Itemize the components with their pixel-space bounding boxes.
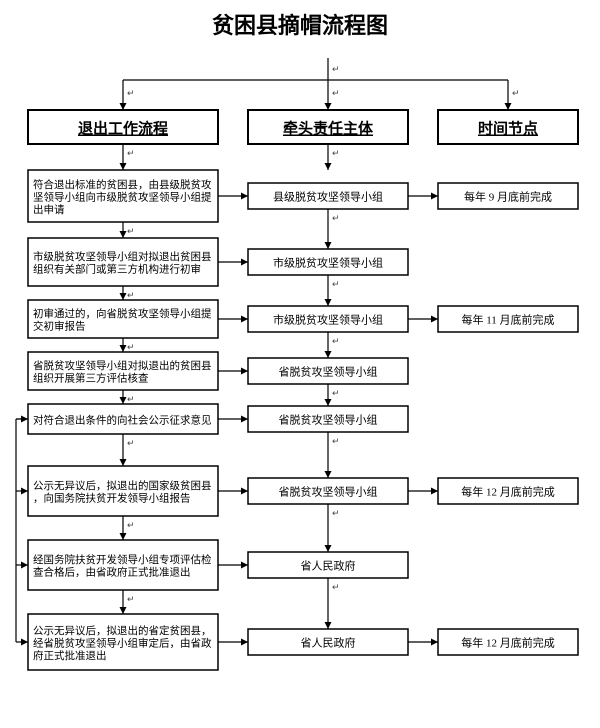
svg-text:每年 12 月底前完成: 每年 12 月底前完成 bbox=[461, 485, 555, 499]
svg-text:↵: ↵ bbox=[332, 148, 340, 158]
svg-text:省脱贫攻坚领导小组: 省脱贫攻坚领导小组 bbox=[279, 413, 378, 427]
svg-text:组织开展第三方评估核查: 组织开展第三方评估核查 bbox=[33, 372, 149, 385]
svg-text:↵: ↵ bbox=[332, 64, 340, 74]
svg-text:↵: ↵ bbox=[332, 582, 340, 592]
svg-text:坚领导小组向市级脱贫攻坚领导小组提: 坚领导小组向市级脱贫攻坚领导小组提 bbox=[33, 190, 212, 203]
svg-text:↵: ↵ bbox=[127, 594, 135, 604]
svg-text:经省脱贫攻坚领导小组审定后，由省政: 经省脱贫攻坚领导小组审定后，由省政 bbox=[33, 636, 212, 649]
svg-text:公示无异议后，拟退出的国家级贫困县: 公示无异议后，拟退出的国家级贫困县 bbox=[33, 479, 212, 492]
svg-text:公示无异议后，拟退出的省定贫困县，: 公示无异议后，拟退出的省定贫困县， bbox=[33, 624, 212, 637]
svg-text:↵: ↵ bbox=[332, 508, 340, 518]
svg-text:县级脱贫攻坚领导小组: 县级脱贫攻坚领导小组 bbox=[273, 190, 383, 204]
svg-text:每年 12 月底前完成: 每年 12 月底前完成 bbox=[461, 636, 555, 650]
svg-text:每年 11 月底前完成: 每年 11 月底前完成 bbox=[461, 313, 554, 327]
svg-text:↵: ↵ bbox=[332, 279, 340, 289]
svg-text:省脱贫攻坚领导小组: 省脱贫攻坚领导小组 bbox=[279, 485, 378, 499]
svg-text:牵头责任主体: 牵头责任主体 bbox=[283, 120, 374, 138]
svg-text:出申请: 出申请 bbox=[33, 203, 65, 216]
svg-text:府正式批准退出: 府正式批准退出 bbox=[33, 649, 107, 662]
svg-text:↵: ↵ bbox=[127, 88, 135, 98]
svg-text:，向国务院扶贫开发领导小组报告: ，向国务院扶贫开发领导小组报告 bbox=[33, 492, 191, 505]
svg-text:对符合退出条件的向社会公示征求意见: 对符合退出条件的向社会公示征求意见 bbox=[33, 413, 212, 426]
svg-text:↵: ↵ bbox=[332, 88, 340, 98]
svg-text:↵: ↵ bbox=[512, 88, 520, 98]
svg-text:每年 9 月底前完成: 每年 9 月底前完成 bbox=[464, 190, 552, 204]
svg-text:↵: ↵ bbox=[332, 388, 340, 398]
svg-text:退出工作流程: 退出工作流程 bbox=[78, 120, 168, 138]
svg-text:组织有关部门或第三方机构进行初审: 组织有关部门或第三方机构进行初审 bbox=[33, 263, 201, 276]
svg-text:符合退出标准的贫困县，由县级脱贫攻: 符合退出标准的贫困县，由县级脱贫攻 bbox=[33, 178, 212, 191]
svg-text:市级脱贫攻坚领导小组: 市级脱贫攻坚领导小组 bbox=[273, 256, 383, 270]
svg-text:↵: ↵ bbox=[332, 336, 340, 346]
svg-text:↵: ↵ bbox=[332, 436, 340, 446]
flowchart: ↵ ↵ ↵ ↵ 退出工作流程 牵头责任主体 时间节点 ↵ ↵ 符合退出标准的贫困县，由县级脱贫攻坚… bbox=[10, 50, 590, 720]
svg-text:市级脱贫攻坚领导小组对拟退出贫困县: 市级脱贫攻坚领导小组对拟退出贫困县 bbox=[33, 250, 212, 263]
svg-text:省人民政府: 省人民政府 bbox=[301, 636, 356, 650]
svg-text:市级脱贫攻坚领导小组: 市级脱贫攻坚领导小组 bbox=[273, 313, 383, 327]
svg-text:交初审报告: 交初审报告 bbox=[33, 320, 86, 333]
svg-text:初审通过的，向省脱贫攻坚领导小组提: 初审通过的，向省脱贫攻坚领导小组提 bbox=[33, 307, 212, 320]
svg-text:↵: ↵ bbox=[127, 520, 135, 530]
svg-text:↵: ↵ bbox=[127, 290, 135, 300]
page-title: 贫困县摘帽流程图 bbox=[10, 8, 590, 40]
svg-text:省脱贫攻坚领导小组对拟退出的贫困县: 省脱贫攻坚领导小组对拟退出的贫困县 bbox=[33, 359, 212, 372]
svg-text:省人民政府: 省人民政府 bbox=[301, 559, 356, 573]
svg-text:省脱贫攻坚领导小组: 省脱贫攻坚领导小组 bbox=[279, 365, 378, 379]
svg-text:↵: ↵ bbox=[127, 226, 135, 236]
svg-text:↵: ↵ bbox=[127, 148, 135, 158]
svg-text:查合格后，由省政府正式批准退出: 查合格后，由省政府正式批准退出 bbox=[33, 566, 191, 579]
svg-text:时间节点: 时间节点 bbox=[478, 120, 538, 138]
svg-text:↵: ↵ bbox=[332, 213, 340, 223]
svg-text:经国务院扶贫开发领导小组专项评估检: 经国务院扶贫开发领导小组专项评估检 bbox=[33, 553, 212, 566]
svg-text:↵: ↵ bbox=[127, 438, 135, 448]
svg-text:↵: ↵ bbox=[127, 394, 135, 404]
svg-text:↵: ↵ bbox=[127, 342, 135, 352]
